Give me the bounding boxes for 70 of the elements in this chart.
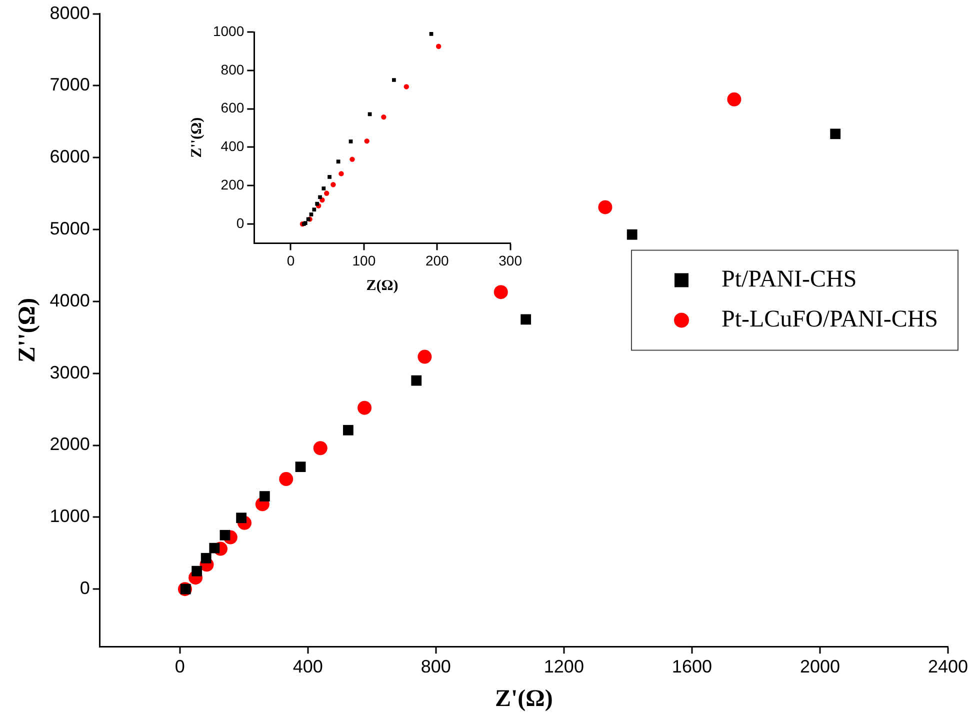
y-tick-label: 2000 — [50, 434, 90, 454]
y-tick-label: 1000 — [212, 22, 244, 39]
point — [312, 208, 316, 212]
point — [324, 190, 330, 196]
point — [315, 202, 320, 206]
x-tick-label: 400 — [292, 656, 323, 676]
y-tick-label: 6000 — [50, 146, 90, 167]
x-tick-label: 2000 — [800, 656, 840, 676]
x-axis-title: Z'(Ω) — [494, 686, 553, 712]
point — [364, 138, 370, 144]
legend-label: Pt/PANI-CHS — [721, 266, 857, 292]
point — [598, 200, 612, 214]
point — [328, 175, 332, 179]
y-tick-label: 5000 — [50, 218, 90, 238]
point — [295, 462, 306, 472]
point — [309, 212, 314, 216]
point — [279, 472, 294, 486]
point — [313, 441, 328, 456]
x-tick-label: 100 — [352, 252, 376, 268]
point — [404, 84, 409, 90]
point — [236, 512, 247, 524]
point — [411, 375, 422, 386]
point — [358, 400, 372, 415]
x-tick-label: 0 — [174, 656, 185, 676]
y-tick-label: 400 — [220, 138, 244, 154]
x-tick-label: 1200 — [544, 656, 584, 676]
x-tick-label: 0 — [286, 252, 295, 268]
point — [392, 78, 396, 82]
y-axis-title: Z''(Ω) — [14, 298, 41, 362]
point — [338, 171, 344, 176]
point — [220, 530, 230, 540]
point — [318, 195, 322, 200]
point — [259, 491, 270, 502]
point — [350, 156, 355, 162]
x-tick-label: 200 — [425, 252, 450, 268]
legend-label: Pt-LCuFO/PANI-CHS — [721, 306, 938, 332]
point — [192, 566, 202, 576]
point — [368, 112, 372, 116]
point — [200, 552, 212, 564]
point — [418, 350, 432, 364]
y-tick-label: 200 — [220, 176, 244, 192]
point — [209, 542, 220, 554]
point — [348, 140, 353, 144]
point — [494, 285, 508, 300]
point — [429, 32, 434, 36]
y-tick-label: 0 — [236, 214, 244, 231]
point — [336, 160, 340, 164]
point — [330, 182, 336, 188]
point — [520, 314, 532, 325]
y-tick-label: 1000 — [50, 506, 90, 526]
point — [727, 92, 742, 106]
point — [626, 229, 638, 240]
x-tick-label: 800 — [420, 656, 451, 676]
x-tick-label: 300 — [498, 252, 522, 268]
x-tick-label: 1600 — [672, 656, 712, 676]
x-tick-label: 2400 — [928, 656, 968, 676]
y-tick-label: 3000 — [50, 362, 90, 382]
y-tick-label: 800 — [220, 61, 244, 78]
y-tick-label: 8000 — [50, 2, 90, 23]
point — [436, 44, 442, 49]
point — [343, 424, 354, 436]
point — [381, 114, 386, 120]
y-tick-label: 4000 — [50, 290, 90, 310]
point — [830, 128, 841, 140]
x-axis-title: Z(Ω) — [366, 278, 398, 294]
y-tick-label: 600 — [220, 100, 244, 116]
y-axis-title: Z''(Ω) — [188, 117, 205, 158]
y-tick-label: 0 — [80, 578, 90, 598]
point — [322, 186, 326, 190]
y-tick-label: 7000 — [50, 74, 90, 95]
